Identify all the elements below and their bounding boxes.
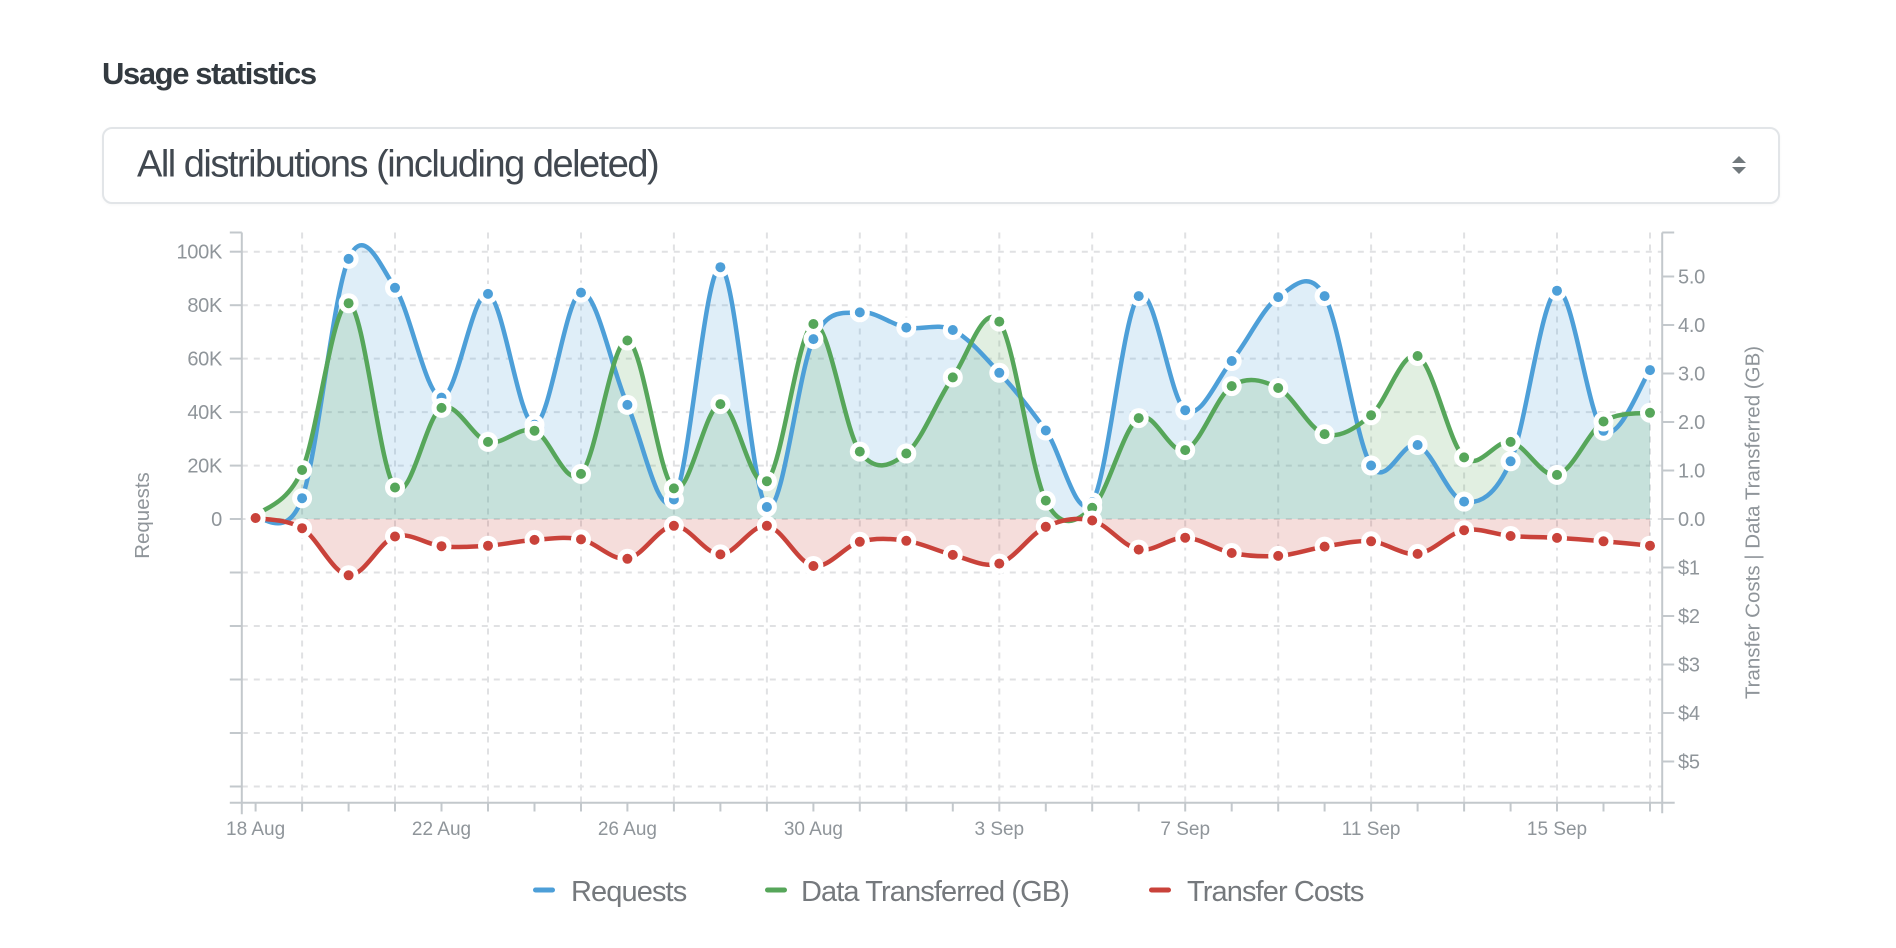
svg-text:2.0: 2.0 — [1678, 412, 1705, 434]
svg-text:4.0: 4.0 — [1678, 315, 1705, 337]
svg-text:80K: 80K — [187, 295, 223, 317]
svg-text:$1: $1 — [1678, 558, 1700, 580]
svg-text:30 Aug: 30 Aug — [784, 819, 843, 840]
svg-text:Requests: Requests — [571, 876, 687, 908]
svg-text:20K: 20K — [187, 456, 223, 478]
svg-text:Transfer Costs | Data Transfer: Transfer Costs | Data Transferred (GB) — [1741, 346, 1764, 699]
svg-text:100K: 100K — [176, 242, 222, 264]
svg-text:0.0: 0.0 — [1678, 509, 1705, 531]
svg-text:5.0: 5.0 — [1678, 267, 1705, 289]
svg-text:26 Aug: 26 Aug — [598, 819, 657, 840]
svg-text:$5: $5 — [1678, 752, 1700, 774]
svg-text:$2: $2 — [1678, 606, 1700, 628]
svg-text:60K: 60K — [187, 349, 223, 371]
svg-text:3 Sep: 3 Sep — [974, 819, 1024, 840]
svg-text:Transfer Costs: Transfer Costs — [1187, 876, 1364, 908]
svg-text:$4: $4 — [1678, 703, 1700, 725]
svg-text:Requests: Requests — [131, 472, 154, 559]
svg-text:0: 0 — [211, 509, 222, 531]
svg-text:Data Transferred (GB): Data Transferred (GB) — [801, 876, 1069, 908]
svg-text:11 Sep: 11 Sep — [1342, 819, 1401, 840]
svg-text:18 Aug: 18 Aug — [226, 819, 285, 840]
svg-text:40K: 40K — [187, 402, 223, 424]
svg-text:15 Sep: 15 Sep — [1527, 819, 1587, 840]
svg-text:7 Sep: 7 Sep — [1160, 819, 1210, 840]
svg-text:22 Aug: 22 Aug — [412, 819, 471, 840]
svg-text:1.0: 1.0 — [1678, 461, 1705, 483]
svg-text:$3: $3 — [1678, 655, 1700, 677]
svg-text:3.0: 3.0 — [1678, 364, 1705, 386]
